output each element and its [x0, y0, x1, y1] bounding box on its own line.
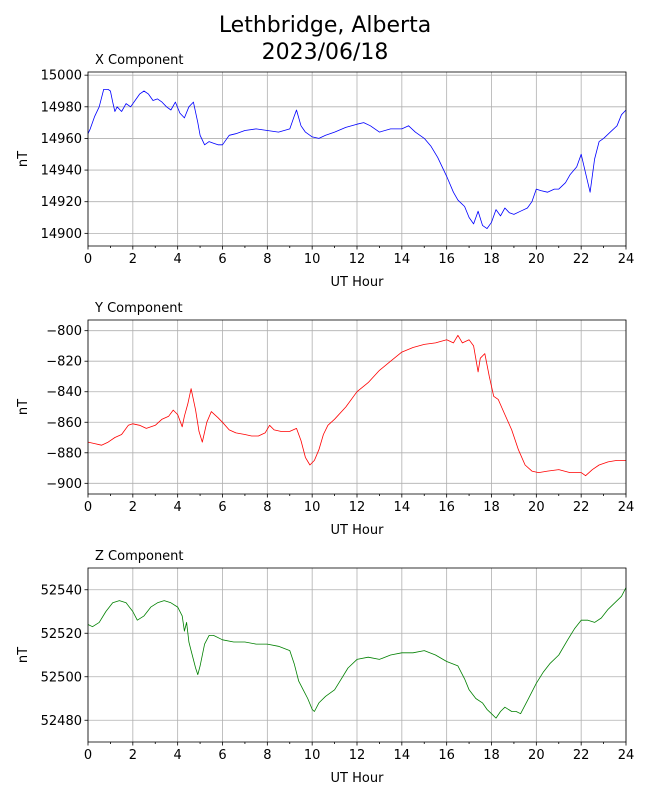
x-tick-label: 20 [528, 500, 545, 515]
y-tick-label: 14920 [41, 195, 82, 210]
x-tick-label: 24 [618, 252, 635, 267]
x-tick-label: 6 [218, 500, 226, 515]
panel-title: Y Component [94, 301, 183, 316]
x-tick-label: 18 [483, 252, 500, 267]
x-tick-label: 10 [304, 252, 321, 267]
y-tick-label: −880 [46, 446, 82, 461]
x-tick-label: 16 [438, 252, 455, 267]
panel-x: 0 2 4 6 8 10 12 14 16 18 20 22 241490014920149401496… [16, 53, 634, 290]
x-axis-label: UT Hour [331, 523, 385, 538]
y-tick-label: 52520 [41, 627, 82, 642]
x-tick-label: 0 [84, 748, 92, 763]
y-tick-label: −840 [46, 385, 82, 400]
series-line-z [87, 587, 627, 719]
y-tick-label: −900 [46, 477, 82, 492]
y-tick-label: −860 [46, 416, 82, 431]
y-tick-label: 15000 [41, 69, 82, 84]
x-axis-label: UT Hour [331, 275, 385, 290]
x-tick-label: 14 [394, 252, 411, 267]
y-tick-label: 52500 [41, 670, 82, 685]
x-axis-label: UT Hour [331, 771, 385, 786]
x-tick-label: 4 [174, 500, 182, 515]
x-tick-label: 8 [263, 500, 271, 515]
panel-z: 0 2 4 6 8 10 12 14 16 18 20 22 245248052500525205254… [16, 549, 634, 786]
x-tick-label: 8 [263, 748, 271, 763]
x-tick-label: 0 [84, 500, 92, 515]
y-tick-label: 14940 [41, 164, 82, 179]
figure-date: 2023/06/18 [261, 40, 389, 65]
x-tick-label: 20 [528, 748, 545, 763]
y-tick-label: −820 [46, 355, 82, 370]
x-tick-label: 10 [304, 500, 321, 515]
panel-title: Z Component [95, 549, 184, 564]
y-tick-label: 14900 [41, 227, 82, 242]
x-tick-label: 18 [483, 748, 500, 763]
x-tick-label: 22 [573, 748, 590, 763]
y-tick-label: 52480 [41, 714, 82, 729]
x-tick-label: 4 [174, 252, 182, 267]
series-line-y [87, 334, 626, 477]
x-tick-label: 2 [129, 500, 137, 515]
panel-y: 0 2 4 6 8 10 12 14 16 18 20 22 24−900−880−860−840−82… [16, 301, 634, 538]
x-tick-label: 6 [218, 252, 226, 267]
panel-title: X Component [95, 53, 184, 68]
y-axis-label: nT [16, 647, 31, 663]
x-tick-label: 4 [174, 748, 182, 763]
y-axis-label: nT [16, 151, 31, 167]
x-tick-label: 24 [618, 500, 635, 515]
x-tick-label: 16 [438, 500, 455, 515]
x-tick-label: 12 [349, 252, 366, 267]
x-tick-label: 22 [573, 252, 590, 267]
x-tick-label: 10 [304, 748, 321, 763]
y-tick-label: 52540 [41, 583, 82, 598]
x-tick-label: 12 [349, 500, 366, 515]
x-tick-label: 14 [394, 748, 411, 763]
figure-title: Lethbridge, Alberta [218, 13, 432, 38]
x-tick-label: 14 [394, 500, 411, 515]
y-axis-label: nT [16, 399, 31, 415]
y-tick-label: 14960 [41, 132, 82, 147]
x-tick-label: 2 [129, 748, 137, 763]
series-line-x [87, 89, 627, 230]
x-tick-label: 22 [573, 500, 590, 515]
y-tick-label: −800 [46, 324, 82, 339]
x-tick-label: 0 [84, 252, 92, 267]
y-tick-label: 14980 [41, 100, 82, 115]
x-tick-label: 8 [263, 252, 271, 267]
x-tick-label: 2 [129, 252, 137, 267]
x-tick-label: 16 [438, 748, 455, 763]
x-tick-label: 24 [618, 748, 635, 763]
x-tick-label: 6 [218, 748, 226, 763]
x-tick-label: 12 [349, 748, 366, 763]
x-tick-label: 20 [528, 252, 545, 267]
x-tick-label: 18 [483, 500, 500, 515]
